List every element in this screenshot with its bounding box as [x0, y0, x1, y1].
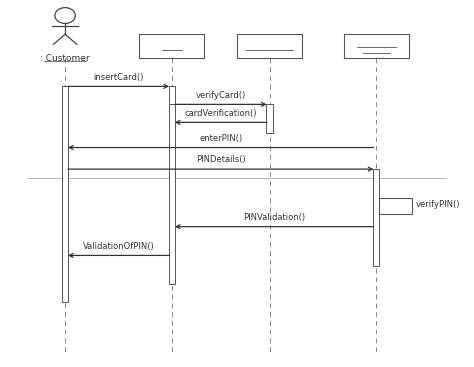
- Text: PINValidation(): PINValidation(): [243, 213, 305, 222]
- Text: insertCard(): insertCard(): [93, 73, 144, 82]
- Bar: [169, 104, 175, 284]
- Text: enterPIN(): enterPIN(): [199, 134, 242, 143]
- Text: : ATM: : ATM: [160, 41, 184, 50]
- Text: PINDetails(): PINDetails(): [196, 156, 246, 164]
- Bar: [344, 34, 409, 58]
- Text: : CardReader: : CardReader: [240, 41, 299, 50]
- Bar: [266, 104, 273, 133]
- Text: verifyPIN(): verifyPIN(): [415, 200, 460, 209]
- Bar: [374, 169, 379, 266]
- Bar: [169, 86, 175, 104]
- Bar: [379, 198, 411, 214]
- Bar: [139, 34, 204, 58]
- Bar: [237, 34, 302, 58]
- Text: verifyCard(): verifyCard(): [196, 91, 246, 100]
- Bar: [62, 86, 68, 302]
- Text: : Customer
Console: : Customer Console: [352, 36, 401, 56]
- Text: ValidationOfPIN(): ValidationOfPIN(): [82, 242, 155, 251]
- Text: cardVerification(): cardVerification(): [184, 109, 257, 118]
- Text: : Customer: : Customer: [40, 54, 90, 63]
